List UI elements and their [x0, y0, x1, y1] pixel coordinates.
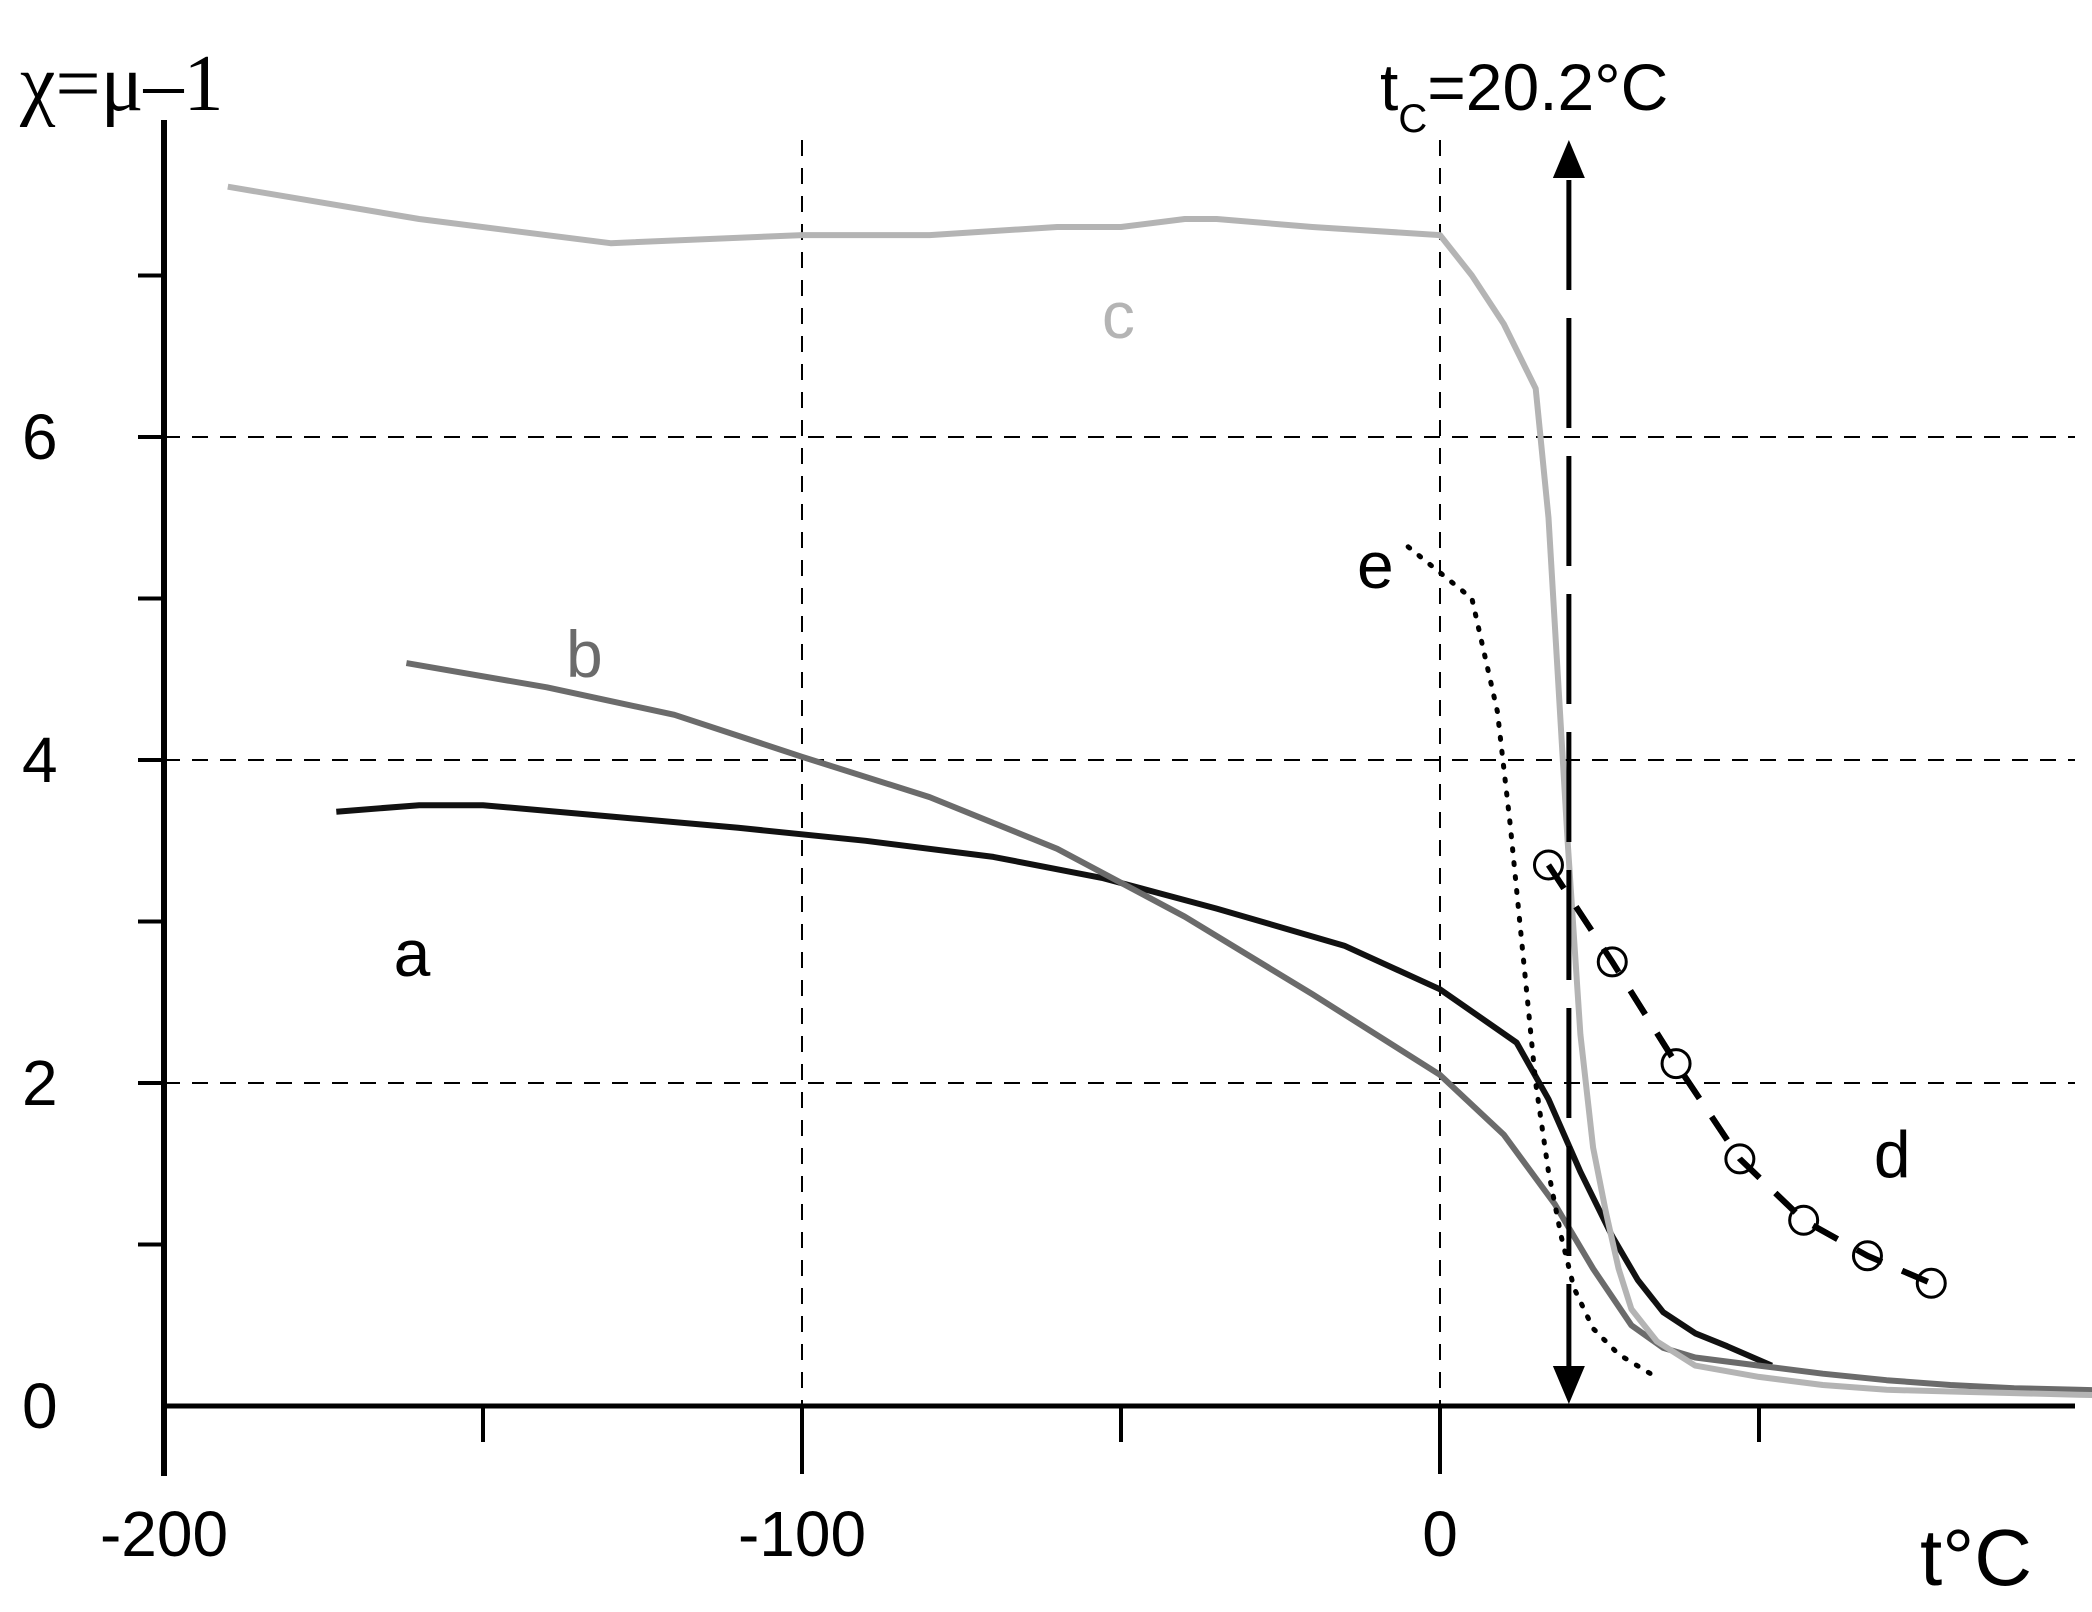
series-label-c: c — [1102, 278, 1135, 352]
series-a-line — [336, 802, 1773, 1369]
axes-layer: 0 2 4 6 -200 -100 0 — [22, 120, 2075, 1570]
series-d-line-overlay — [1545, 863, 1933, 1287]
series-label-e: e — [1357, 528, 1394, 602]
series-label-a: a — [394, 916, 431, 990]
series-e-line — [1405, 544, 1653, 1377]
x-tick-label: -200 — [100, 1498, 228, 1570]
curie-arrow-head-up — [1552, 140, 1585, 178]
y-tick-label: 2 — [22, 1047, 58, 1119]
curie-value: =20.2°C — [1427, 50, 1668, 124]
curie-t: t — [1380, 50, 1398, 124]
labels-layer: χ=μ–1 t°C tC=20.2°C a b c d e — [19, 40, 2032, 1602]
grid-layer — [164, 140, 2075, 1406]
series-d-point — [1660, 1048, 1692, 1080]
curie-arrow-head-down — [1552, 1366, 1585, 1404]
y-tick-label: 6 — [22, 401, 58, 473]
y-tick-label: 4 — [22, 724, 58, 796]
series-label-d: d — [1874, 1118, 1911, 1192]
y-axis-title: χ=μ–1 — [19, 40, 224, 128]
series-layer — [227, 183, 2092, 1399]
x-tick-label: -100 — [738, 1498, 866, 1570]
x-axis-title: t°C — [1920, 1513, 2032, 1602]
series-c-line — [227, 183, 2092, 1399]
curie-subscript: C — [1398, 97, 1427, 141]
series-label-b: b — [566, 617, 603, 691]
x-tick-label: 0 — [1422, 1498, 1458, 1570]
series-b-line — [405, 660, 2092, 1394]
curie-temperature-label: tC=20.2°C — [1380, 50, 1668, 141]
series-d-point — [1788, 1204, 1820, 1236]
series-d-point — [1915, 1267, 1947, 1299]
y-tick-label: 0 — [22, 1370, 58, 1442]
